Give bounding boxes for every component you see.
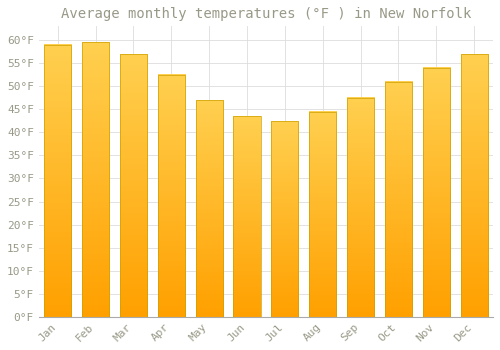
Bar xyxy=(309,112,336,317)
Bar xyxy=(82,42,109,317)
Bar xyxy=(347,98,374,317)
Bar xyxy=(44,45,72,317)
Bar xyxy=(234,116,260,317)
Bar xyxy=(385,82,412,317)
Bar xyxy=(460,54,488,317)
Bar xyxy=(422,68,450,317)
Bar xyxy=(158,75,185,317)
Title: Average monthly temperatures (°F ) in New Norfolk: Average monthly temperatures (°F ) in Ne… xyxy=(60,7,471,21)
Bar xyxy=(271,121,298,317)
Bar xyxy=(196,100,223,317)
Bar xyxy=(120,54,147,317)
